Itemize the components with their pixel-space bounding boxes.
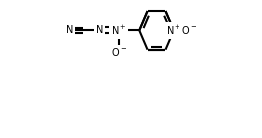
Text: O$^-$: O$^-$	[181, 24, 197, 36]
Text: N$^+$: N$^+$	[166, 24, 182, 37]
Text: N: N	[96, 25, 103, 35]
Text: N: N	[66, 25, 73, 35]
Text: O$^-$: O$^-$	[111, 47, 127, 58]
Text: N$^+$: N$^+$	[111, 24, 126, 37]
